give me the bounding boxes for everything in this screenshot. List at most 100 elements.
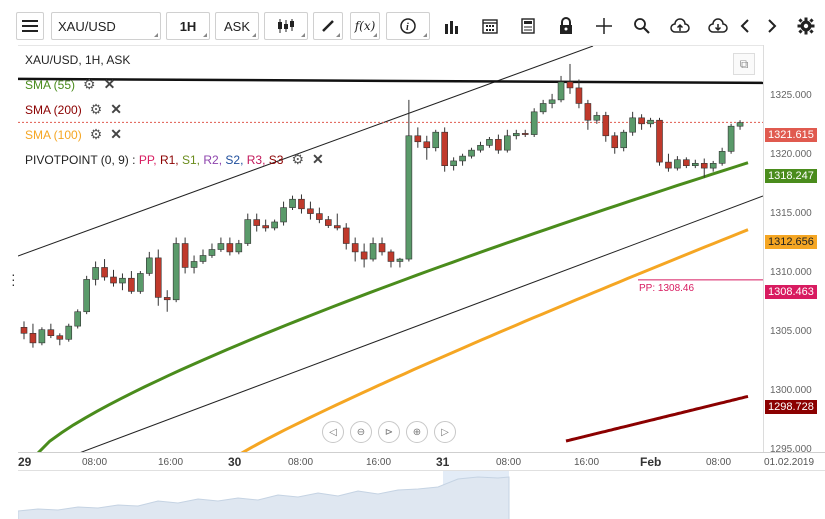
candle-body bbox=[262, 225, 269, 229]
candle-body bbox=[638, 117, 645, 125]
candle-body bbox=[450, 160, 457, 167]
candle-body bbox=[539, 103, 547, 113]
candle-body bbox=[190, 261, 198, 268]
legend-sma200: SMA (200) ⚙ ✕ bbox=[25, 101, 122, 118]
candle-body bbox=[128, 277, 135, 292]
pivot-label: PIVOTPOINT (0, 9) bbox=[25, 152, 129, 167]
calendar-icon[interactable] bbox=[475, 12, 505, 40]
popout-icon[interactable]: ⧉ bbox=[733, 53, 755, 75]
price-tick: 1295.000 bbox=[770, 444, 812, 455]
menu-icon[interactable] bbox=[16, 12, 44, 40]
close-icon[interactable]: ✕ bbox=[110, 101, 122, 117]
download-icon[interactable] bbox=[703, 12, 733, 40]
candle-body bbox=[611, 135, 619, 149]
candle-body bbox=[244, 219, 252, 244]
interval-select[interactable]: 1H bbox=[166, 12, 210, 40]
time-label: 16:00 bbox=[158, 457, 184, 468]
candle-body bbox=[575, 87, 583, 104]
scroll-left-icon[interactable]: ◁ bbox=[322, 421, 344, 443]
gear-icon[interactable]: ⚙ bbox=[83, 76, 96, 92]
candle-body bbox=[83, 279, 90, 313]
candle-body bbox=[396, 258, 404, 262]
report-icon[interactable] bbox=[513, 12, 543, 40]
pp-price-tag: 1308.463 bbox=[765, 285, 817, 299]
time-label: 08:00 bbox=[288, 457, 314, 468]
sma200-price-tag: 1298.728 bbox=[765, 400, 817, 414]
price-tick: 1320.000 bbox=[770, 149, 812, 160]
candle-body bbox=[495, 139, 502, 151]
legend-sma55: SMA (55) ⚙ ✕ bbox=[25, 76, 115, 93]
candle-body bbox=[307, 208, 314, 214]
chevron-right-icon[interactable] bbox=[762, 12, 782, 40]
price-tick: 1305.000 bbox=[770, 326, 812, 337]
chart-nav-controls: ◁ ⊖ ⊳ ⊕ ▷ bbox=[322, 421, 456, 443]
candle-body bbox=[512, 133, 520, 137]
time-axis[interactable]: 29 08:00 16:00 30 08:00 16:00 31 08:00 1… bbox=[18, 452, 825, 470]
chart-area[interactable] bbox=[18, 45, 763, 453]
candle-body bbox=[486, 139, 493, 146]
bar-chart-icon[interactable] bbox=[437, 12, 467, 40]
symbol-select[interactable]: XAU/USD bbox=[51, 12, 161, 40]
candle-body bbox=[602, 115, 610, 137]
crosshair-icon[interactable] bbox=[589, 12, 619, 40]
lock-icon[interactable] bbox=[551, 12, 581, 40]
zoom-icon[interactable] bbox=[627, 12, 657, 40]
chevron-left-icon[interactable] bbox=[735, 12, 755, 40]
candle-body bbox=[557, 81, 565, 101]
candlestick-icon[interactable] bbox=[264, 12, 308, 40]
pivot-r1: R1, bbox=[159, 152, 179, 167]
candle-body bbox=[56, 335, 64, 340]
time-label: 16:00 bbox=[366, 457, 392, 468]
candle-body bbox=[253, 219, 261, 226]
candle-body bbox=[718, 151, 726, 164]
candle-body bbox=[65, 325, 73, 340]
sma100-line bbox=[239, 228, 749, 453]
resize-handle[interactable]: · · · bbox=[11, 266, 16, 292]
gear-icon[interactable]: ⚙ bbox=[291, 151, 305, 167]
info-icon[interactable]: i bbox=[386, 12, 430, 40]
candle-body bbox=[530, 111, 538, 135]
scroll-right-icon[interactable]: ▷ bbox=[434, 421, 456, 443]
candle-body bbox=[700, 163, 708, 169]
legend-pivot: PIVOTPOINT (0, 9) : PP, R1, S1, R2, S2, … bbox=[25, 151, 324, 168]
sma55-line bbox=[36, 161, 749, 453]
gear-icon[interactable]: ⚙ bbox=[89, 101, 103, 117]
candle-body bbox=[172, 243, 180, 301]
time-label: 30 bbox=[228, 455, 242, 469]
candle-body bbox=[280, 207, 287, 223]
zoom-in-icon[interactable]: ⊕ bbox=[406, 421, 428, 443]
trend-line-lower bbox=[77, 195, 763, 453]
gear-icon[interactable]: ⚙ bbox=[89, 126, 103, 142]
navigator[interactable] bbox=[17, 470, 825, 519]
symbol-label: XAU/USD bbox=[58, 18, 116, 34]
reset-zoom-icon[interactable]: ⊳ bbox=[378, 421, 400, 443]
price-type-select[interactable]: ASK bbox=[215, 12, 259, 40]
candle-body bbox=[593, 115, 601, 121]
pencil-icon[interactable] bbox=[313, 12, 343, 40]
pivot-separator: : bbox=[128, 152, 139, 167]
function-icon[interactable]: f(x) bbox=[350, 12, 380, 40]
pp-line-label: PP: 1308.46 bbox=[639, 283, 695, 294]
last-price-tag: 1321.615 bbox=[765, 128, 817, 142]
upload-icon[interactable] bbox=[665, 12, 695, 40]
close-icon[interactable]: ✕ bbox=[312, 151, 324, 167]
candle-body bbox=[137, 273, 144, 292]
candle-body bbox=[378, 243, 386, 253]
close-icon[interactable]: ✕ bbox=[103, 76, 116, 92]
candlestick-chart[interactable] bbox=[18, 46, 763, 453]
candle-body bbox=[101, 267, 108, 278]
candle-body bbox=[20, 327, 28, 334]
candle-body bbox=[154, 257, 162, 298]
pivot-pp: PP, bbox=[138, 152, 157, 167]
gear-icon[interactable] bbox=[794, 12, 818, 40]
close-icon[interactable]: ✕ bbox=[110, 126, 122, 142]
time-label: 01.02.2019 bbox=[764, 457, 815, 468]
candle-body bbox=[119, 277, 126, 284]
candle-body bbox=[289, 198, 296, 208]
sma200-line bbox=[565, 394, 749, 443]
candle-body bbox=[360, 251, 368, 260]
candle-body bbox=[47, 329, 55, 336]
price-axis[interactable] bbox=[763, 45, 825, 452]
legend-sma100: SMA (100) ⚙ ✕ bbox=[25, 126, 122, 143]
zoom-out-icon[interactable]: ⊖ bbox=[350, 421, 372, 443]
